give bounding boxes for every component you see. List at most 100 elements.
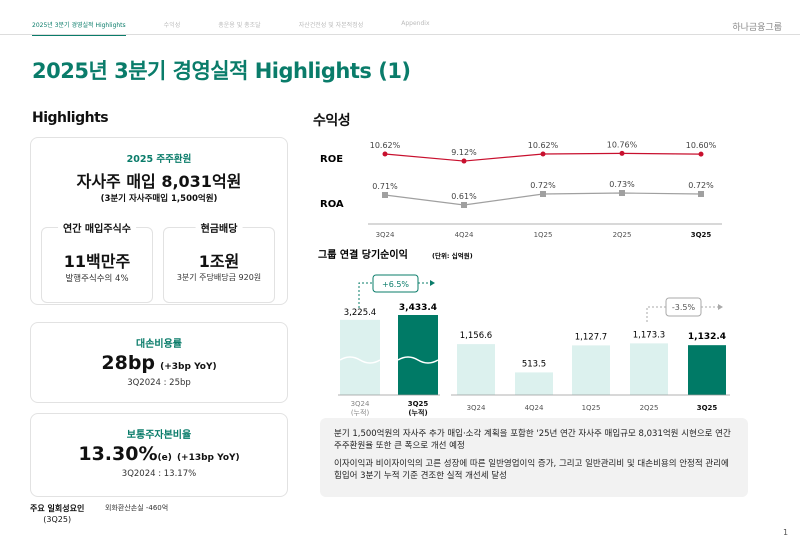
page-number: 1: [783, 528, 789, 537]
card-label: 대손비용률: [136, 339, 182, 350]
roe-point: [540, 151, 546, 157]
footnote-value: 외화환산손실 -460억: [105, 504, 169, 512]
series-label-roe: ROE: [320, 154, 343, 165]
arrow-head-icon: [430, 280, 435, 286]
x-tick-label: 4Q24: [525, 404, 544, 412]
bar-value-label: 1,127.7: [575, 332, 607, 342]
note-1: 분기 1,500억원의 자사주 추가 매입·소각 계획을 포함한 '25년 연간…: [334, 429, 731, 451]
data-label: 0.73%: [609, 180, 635, 189]
footnote-label: 주요 일회성요인 (3Q25): [30, 503, 84, 525]
brand-logo: 하나금융그룹: [732, 23, 782, 33]
x-tick-label: 3Q24: [467, 404, 486, 412]
bar-chart-unit: (단위: 십억원): [432, 251, 473, 260]
page-title: 2025년 3분기 경영실적 Highlights (1): [32, 59, 411, 83]
cumulative-bar: [398, 315, 438, 395]
x-tick-label: 2Q25: [613, 231, 632, 239]
cash-dividend-box: 현금배당 1조원 3분기 주당배당금 920원: [163, 220, 275, 303]
roa-point: [540, 191, 546, 197]
nav-tab-appendix[interactable]: Appendix: [401, 20, 430, 27]
data-label: 0.61%: [451, 192, 477, 201]
bar-value-label: 3,433.4: [399, 303, 437, 313]
footnote-period: (3Q25): [43, 515, 72, 524]
cet1-value: 13.30%: [78, 443, 158, 465]
data-label: 0.72%: [688, 181, 714, 190]
roe-point: [619, 150, 625, 156]
bar-value-label: 513.5: [522, 359, 546, 369]
bar-chart-title: 그룹 연결 당기순이익: [318, 248, 408, 261]
x-tick-label: 3Q25: [408, 400, 429, 408]
x-tick-label: 1Q25: [582, 404, 601, 412]
cet1-card: 보통주자본비율 13.30%(e) (+13bp YoY) 3Q2024 : 1…: [30, 413, 288, 497]
quarterly-bar: [630, 343, 668, 395]
data-label: 10.60%: [686, 141, 717, 150]
x-tick-label: 2Q25: [640, 404, 659, 412]
roe-point: [382, 151, 388, 157]
note-2: 이자이익과 비이자이익의 고른 성장에 따른 일반영업이익 증가, 그리고 일반…: [334, 459, 729, 481]
data-label: 0.72%: [530, 181, 556, 190]
roa-point: [461, 202, 467, 208]
credit-cost-card: 대손비용률 28bp (+3bp YoY) 3Q2024 : 25bp: [30, 322, 288, 403]
x-tick-label: 3Q25: [691, 231, 712, 239]
summary-notes: 분기 1,500억원의 자사주 추가 매입·소각 계획을 포함한 '25년 연간…: [320, 418, 748, 497]
data-label: 10.62%: [528, 141, 559, 150]
box-sub: 발행주식수의 4%: [65, 274, 129, 284]
nav-divider: [0, 34, 800, 35]
roa-point: [619, 190, 625, 196]
qoq-badge-label: -3.5%: [672, 303, 696, 312]
data-label: 0.71%: [372, 182, 398, 191]
quarterly-bar: [572, 345, 610, 395]
bar-value-label: 1,132.4: [688, 332, 726, 342]
x-tick-label: (누적): [408, 408, 427, 417]
box-label: 현금배당: [195, 220, 243, 235]
footnote-title: 주요 일회성요인: [30, 504, 85, 513]
cet1-prev: 3Q2024 : 13.17%: [121, 469, 197, 479]
axis-break-wave: [339, 356, 381, 364]
roe-point: [461, 158, 467, 164]
x-tick-label: 3Q24: [376, 231, 395, 239]
quarterly-bar: [515, 372, 553, 395]
nav-tab-profitability[interactable]: 수익성: [163, 22, 181, 29]
credit-cost-change: (+3bp YoY): [160, 362, 217, 372]
data-label: 10.62%: [370, 141, 401, 150]
data-label: 9.12%: [451, 148, 477, 157]
nav-tab-highlights[interactable]: 2025년 3분기 경영실적 Highlights: [32, 20, 126, 36]
highlights-heading: Highlights: [32, 110, 109, 126]
box-label: 연간 매입주식수: [58, 220, 136, 235]
nav-tab-asset-quality[interactable]: 자산건전성 및 자본적정성: [298, 22, 364, 29]
shareholder-return-card: 2025 주주환원 자사주 매입 8,031억원 (3분기 자사주매입 1,50…: [30, 137, 288, 305]
qoq-arrow-line: [646, 306, 718, 322]
growth-arrow-line: [358, 282, 430, 308]
bar-value-label: 3,225.4: [344, 308, 376, 318]
box-sub: 3분기 주당배당금 920원: [176, 273, 262, 282]
bar-value-label: 1,156.6: [460, 331, 492, 341]
arrow-head-icon: [718, 304, 723, 310]
buyback-sub: (3분기 자사주매입 1,500억원): [100, 194, 218, 204]
annual-shares-box: 연간 매입주식수 11백만주 발행주식수의 4%: [41, 220, 153, 303]
profitability-heading: 수익성: [313, 113, 351, 129]
bar-value-label: 1,173.3: [633, 330, 665, 340]
top-nav: 2025년 3분기 경영실적 Highlights 수익성 총운용 및 총조달 …: [32, 20, 468, 36]
cet1-suffix: (e): [157, 453, 172, 463]
credit-cost-prev: 3Q2024 : 25bp: [127, 378, 191, 388]
x-tick-label: 3Q24: [351, 400, 370, 408]
axis-break-wave: [397, 356, 439, 364]
x-tick-label: 4Q24: [455, 231, 474, 239]
box-value: 1조원: [198, 252, 240, 271]
card-label: 보통주자본비율: [126, 430, 192, 441]
card-label: 2025 주주환원: [126, 154, 192, 165]
x-tick-label: 3Q25: [697, 404, 718, 412]
x-tick-label: (누적): [351, 408, 370, 417]
series-label-roa: ROA: [320, 199, 344, 210]
credit-cost-value: 28bp: [101, 352, 156, 374]
cet1-change: (+13bp YoY): [176, 453, 240, 463]
roa-point: [382, 192, 388, 198]
quarterly-bar: [688, 345, 726, 395]
growth-badge: [372, 274, 419, 293]
buyback-amount: 자사주 매입 8,031억원: [76, 172, 242, 191]
qoq-badge: [665, 297, 702, 317]
growth-badge-label: +6.5%: [382, 280, 409, 289]
box-value: 11백만주: [63, 252, 131, 271]
nav-tab-funding[interactable]: 총운용 및 총조달: [218, 22, 261, 29]
x-tick-label: 1Q25: [534, 231, 553, 239]
